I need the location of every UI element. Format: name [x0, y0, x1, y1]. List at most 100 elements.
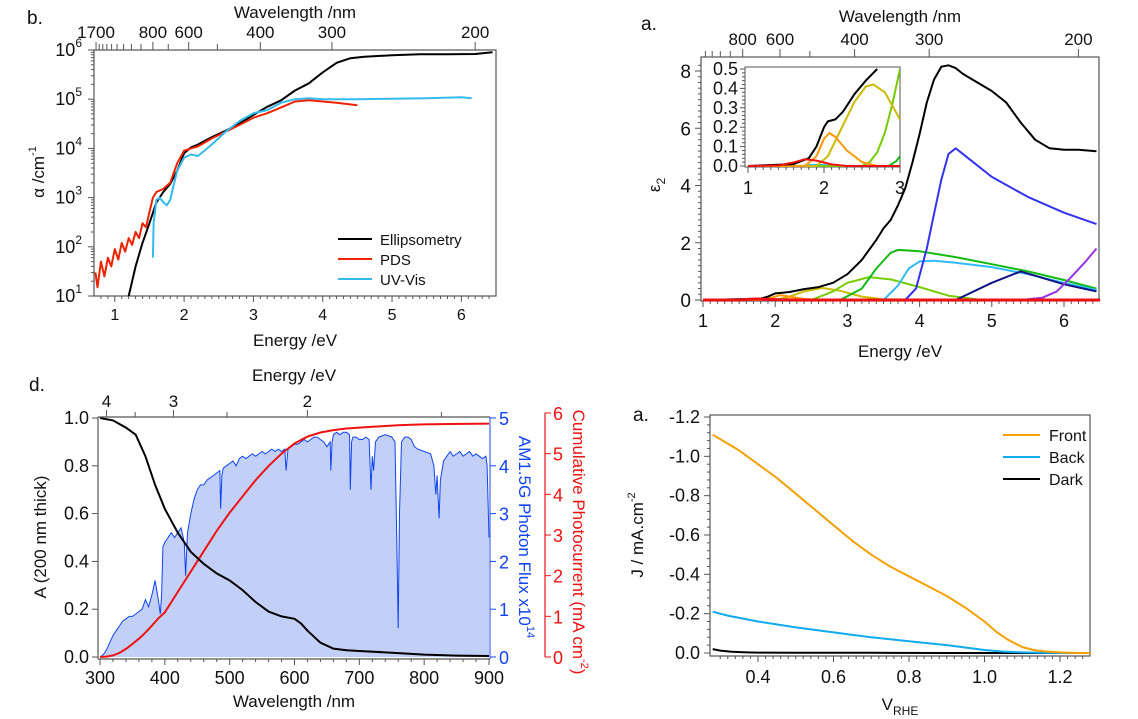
inset-y-tick-label: 0.5 [713, 59, 738, 79]
series-absorptance [99, 417, 490, 657]
panel-label: b. [27, 8, 43, 29]
legend-label-pds: PDS [380, 252, 411, 269]
y-tick-label: 0.2 [64, 599, 89, 619]
y-axis-title: J / mA.cm-2 [626, 492, 647, 577]
x-tick-label: 1.0 [972, 667, 997, 687]
y-tick-label: 0.0 [675, 643, 700, 663]
top-tick-label: 300 [915, 30, 943, 49]
y-axis-title: α /cm-1 [27, 146, 48, 198]
x-axis-title: VRHE [882, 695, 919, 718]
legend-label-back: Back [1049, 450, 1086, 467]
top-tick-label: 1700 [77, 23, 115, 42]
legend-label-front: Front [1049, 428, 1087, 445]
series-uv-vis [151, 96, 472, 258]
x-tick-label: 600 [279, 668, 309, 688]
series-oscillator-green [703, 248, 1097, 301]
x-tick-label: 6 [1059, 311, 1069, 331]
y-tick-label: -1.0 [669, 446, 700, 466]
inset-y-tick-label: 0.2 [713, 117, 738, 137]
right-axis-2-title-end: ) [569, 669, 588, 675]
y-tick-label: 6 [680, 119, 691, 140]
inset-series-oscillator-orange [748, 132, 900, 167]
panel-label: a. [633, 405, 649, 426]
y-axis-title: A (200 nm thick) [31, 476, 50, 599]
top-tick-label: 200 [461, 23, 489, 42]
x-axis-title-sub: RHE [893, 704, 918, 718]
x-tick-label: 900 [474, 668, 504, 688]
top-tick-label: 4 [102, 392, 111, 411]
y-tick-label: -0.8 [669, 486, 700, 506]
y-tick-label: 0 [680, 291, 691, 312]
panel-a-jv-curves: a. VRHE J / mA.cm-2 0.4 0.6 0.8 1.0 1.2 0.0 -0… [626, 405, 1091, 718]
x-tick-label: 3 [249, 307, 258, 324]
right2-tick-label: 3 [553, 526, 563, 546]
right1-tick-label: 5 [499, 409, 509, 429]
top-tick-label: 3 [169, 392, 178, 411]
y-tick-label: -0.2 [669, 604, 700, 624]
right-axis-2-title-text: Cumulative Photocurrent (mA cm [569, 410, 588, 659]
legend: Ellipsometry PDS UV-Vis [338, 232, 462, 289]
y-tick-label: 0.6 [64, 504, 89, 524]
right2-tick-label: 2 [553, 567, 563, 587]
y-tick-label: 1.0 [64, 408, 89, 428]
y-tick-base: 10 [55, 237, 75, 257]
x-tick-label: 5 [388, 307, 397, 324]
y-tick-label: 8 [680, 62, 691, 83]
inset-series-oscillator-red [747, 158, 900, 167]
top-tick-label: 400 [246, 23, 274, 42]
y-tick-label: -1.2 [669, 407, 700, 427]
y-axis-title-text: α /cm [29, 156, 48, 198]
inset-x-tick-label: 3 [895, 178, 905, 198]
x-tick-label: 0.6 [821, 667, 846, 687]
series-dark [712, 648, 1091, 654]
x-tick-label: 5 [987, 311, 997, 331]
y-tick-base: 10 [55, 40, 75, 60]
y-axis-title: ε2 [645, 178, 668, 193]
x-tick-label: 4 [318, 307, 327, 324]
series-photon-flux-line [99, 431, 490, 658]
legend-label-dark: Dark [1049, 472, 1084, 489]
y-axis-title-sup: -1 [27, 146, 39, 156]
panel-d-absorptance-solar: d. Energy /eV Wavelength /nm A (200 nm t… [29, 366, 590, 711]
right1-tick-label: 2 [499, 552, 509, 572]
x-axis-title-text: V [882, 695, 894, 714]
top-axis-title: Wavelength /nm [839, 7, 961, 26]
series-oscillator-skyblue [703, 259, 1097, 301]
top-axis-title: Wavelength /nm [234, 3, 356, 22]
y-tick-label: 0.8 [64, 456, 89, 476]
inset-y-tick-label: 0.3 [713, 98, 738, 118]
y-axis-title-text: A (200 nm thick) [31, 476, 50, 599]
series-oscillator-blue [703, 147, 1097, 301]
y-axis-title-text: J / mA.cm [628, 502, 647, 578]
right2-tick-label: 5 [553, 445, 563, 465]
x-tick-label: 300 [85, 668, 115, 688]
y-tick-exponent: 5 [75, 85, 82, 99]
inset-frame [744, 66, 901, 168]
panel-label: a. [641, 14, 657, 35]
y-tick-label: 105 [55, 85, 82, 109]
y-tick-exponent: 1 [75, 282, 82, 296]
legend-label-ellipsometry: Ellipsometry [380, 232, 462, 249]
inset-y-tick-label: 0.4 [713, 78, 738, 98]
right1-tick-label: 3 [499, 505, 509, 525]
y-tick-label: 0.0 [64, 647, 89, 667]
y-tick-exponent: 2 [75, 233, 82, 247]
x-tick-label: 2 [180, 307, 189, 324]
top-axis-title: Energy /eV [252, 366, 337, 385]
top-tick-label: 600 [766, 30, 794, 49]
x-tick-label: 500 [215, 668, 245, 688]
y-tick-label: 106 [55, 36, 82, 60]
top-tick-label: 300 [318, 23, 346, 42]
y-tick-base: 10 [55, 286, 75, 306]
y-tick-base: 10 [55, 138, 75, 158]
x-tick-label: 700 [344, 668, 374, 688]
right2-tick-label: 4 [553, 485, 563, 505]
top-tick-label: 200 [1064, 30, 1092, 49]
y-tick-label: 4 [680, 177, 691, 198]
x-tick-label: 2 [770, 311, 780, 331]
series-ellipsometry [127, 51, 493, 296]
inset-x-tick-label: 2 [819, 178, 829, 198]
y-tick-label: 2 [680, 234, 691, 255]
y-tick-label: -0.4 [669, 564, 700, 584]
x-axis-title: Energy /eV [253, 331, 338, 350]
